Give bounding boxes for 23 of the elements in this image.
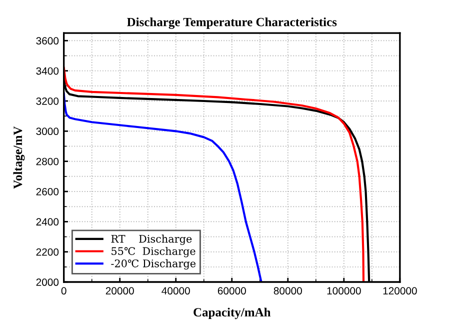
y-axis-title: Voltage/mV <box>13 126 25 189</box>
x-tick-label: 0 <box>61 287 66 295</box>
y-tick-label: 2000 <box>36 278 59 286</box>
legend-label: RT Discharge <box>111 234 192 245</box>
y-tick-label: 3600 <box>36 37 59 45</box>
y-tick-label: 3200 <box>36 97 59 105</box>
y-tick-label: 2800 <box>36 158 59 166</box>
x-tick-label: 80000 <box>274 287 302 295</box>
x-tick-label: 20000 <box>106 287 134 295</box>
y-tick-label: 2600 <box>36 188 59 196</box>
legend-label: 55℃ Discharge <box>112 246 196 258</box>
y-tick-label: 2200 <box>36 248 59 256</box>
x-tick-label: 100000 <box>327 287 361 295</box>
chart-title: Discharge Temperature Characteristics <box>127 17 337 29</box>
y-tick-label: 3400 <box>36 67 59 75</box>
x-tick-label: 40000 <box>162 287 190 295</box>
y-tick-label: 3000 <box>36 128 59 136</box>
x-tick-label: 60000 <box>218 287 246 295</box>
line-series <box>64 92 262 282</box>
y-tick-label: 2400 <box>36 218 59 226</box>
legend-label: -20℃ Discharge <box>111 259 196 270</box>
x-tick-label: 120000 <box>383 287 417 295</box>
x-axis-title: Capacity/mAh <box>194 308 271 320</box>
